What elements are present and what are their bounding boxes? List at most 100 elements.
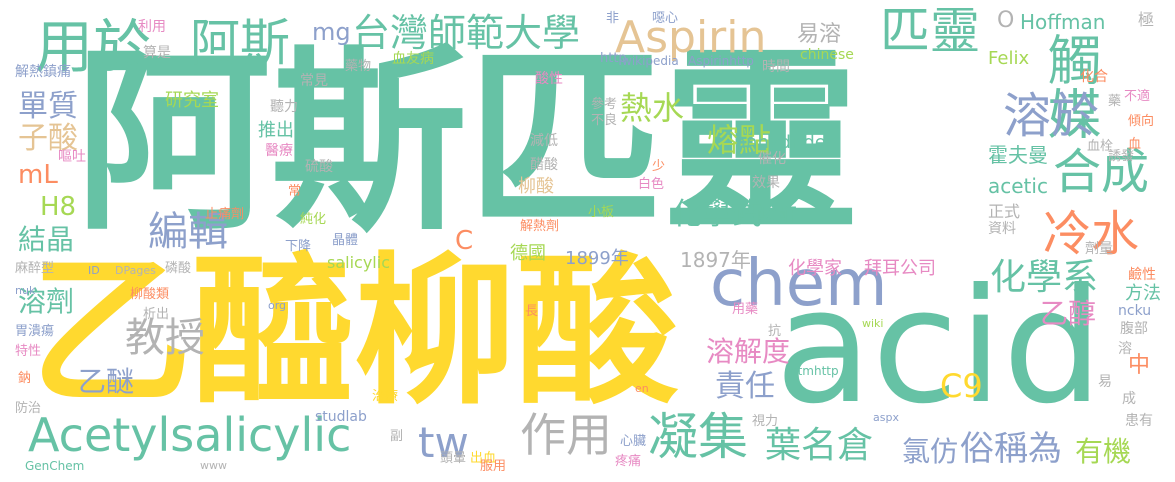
word-antipyretic: 解熱劑 [520, 219, 560, 234]
word-solvent: 溶劑 [18, 285, 75, 318]
word-1897: 1897年 [680, 248, 751, 272]
word-bayer: 拜耳公司 [864, 258, 936, 279]
word-chemistry-dept: 化學系 [990, 257, 1099, 298]
word-easily-soluble: 易溶 [797, 22, 842, 47]
word-prevention: 防治 [15, 401, 42, 416]
word-common: 常見 [300, 73, 328, 89]
word-anti: 抗 [768, 324, 782, 339]
word-chloroform: 氯仿 [902, 435, 959, 468]
word-wikipedia: wikipedia [622, 54, 679, 68]
word-hemophilia: 血友病 [392, 51, 434, 67]
word-tw: tw [418, 418, 469, 467]
word-id: ID [88, 264, 100, 277]
word-reference: 參考 [591, 97, 618, 112]
word-organic: 有機 [1075, 435, 1132, 468]
word-wiki: wiki [862, 317, 884, 330]
word-efficacy: 效果 [752, 175, 780, 191]
word-pain: 疼痛 [615, 454, 642, 469]
word-aspirin-cn: 阿斯匹靈 [75, 29, 860, 257]
word-aspx: aspx [873, 411, 899, 424]
word-shao: 少 [652, 159, 666, 174]
word-aspirinhttp: Aspirinhttp [688, 54, 754, 68]
word-induce: 誘發 [1108, 149, 1135, 164]
word-melting-point: 熔點 [707, 121, 772, 159]
word-synthesis: 合成 [1053, 144, 1150, 200]
word-medical: 醫療 [265, 143, 293, 159]
word-ether: 乙醚 [78, 365, 135, 398]
word-chem: chem [710, 247, 888, 321]
word-piling: 匹靈 [880, 2, 980, 60]
word-reduce: 減低 [530, 133, 558, 149]
word-take: 服用 [480, 459, 507, 474]
word-fei: 非 [606, 11, 620, 26]
word-heart: 心臟 [620, 434, 647, 449]
word-zisuan: 子酸 [18, 121, 78, 156]
word-commonly-called: 俗稱為 [960, 429, 1062, 469]
word-ntnu: 台灣師範大學 [352, 11, 581, 55]
word-ji: 極 [1138, 10, 1155, 29]
word-1899: 1899年 [565, 248, 629, 269]
word-launch: 推出 [258, 120, 294, 141]
word-platelet: 小板 [588, 205, 615, 220]
word-hot-water: 熱水 [620, 89, 685, 127]
word-chang: 常 [288, 184, 302, 199]
word-mg: mg [312, 18, 351, 46]
word-salicylates: 柳酸類 [130, 287, 170, 302]
word-dosage: 劑量 [1085, 241, 1113, 257]
word-agglutination: 凝集 [648, 408, 748, 466]
word-ethanol: 乙醇 [1040, 297, 1097, 330]
word-phosphoric-acid: 磷酸 [165, 261, 192, 276]
word-decline: 下降 [285, 239, 312, 254]
word-org: org [268, 299, 287, 312]
word-chinese: chinese [800, 47, 854, 63]
word-tendency: 傾向 [1128, 114, 1155, 129]
word-adverse: 不良 [591, 113, 618, 128]
word-c9: C9 [940, 367, 983, 405]
word-blood: 血 [1128, 137, 1142, 152]
word-anhydride: anhydride [735, 132, 826, 153]
word-chemical-formula: 化學式 [672, 197, 762, 232]
word-ncku: ncku [1118, 303, 1152, 319]
word-hearing: 聽力 [270, 99, 298, 115]
word-abdomen: 腹部 [1120, 321, 1148, 337]
word-white: 白色 [638, 177, 665, 192]
word-acetic-anhydride: 醋酸酐 [737, 203, 797, 227]
word-rong: 溶 [1118, 341, 1132, 357]
word-catalyst: 觸媒 [1038, 32, 1101, 140]
word-considered: 算是 [143, 45, 171, 61]
word-monomer: 單質 [18, 89, 78, 124]
word-responsibility: 責任 [715, 369, 775, 404]
word-aspirin: Aspirin [615, 12, 767, 63]
word-zhong: 中 [1128, 353, 1151, 378]
word-acidic: 酸性 [535, 71, 563, 87]
word-studlab: studlab [315, 409, 367, 425]
word-cold-water: 冷水 [1043, 206, 1140, 262]
word-sodium: 鈉 [18, 371, 32, 386]
word-professor: 教授 [125, 315, 205, 361]
word-crystal: 結晶 [18, 223, 75, 256]
word-purify: 純化 [300, 212, 327, 227]
word-acetic: acetic [988, 174, 1048, 198]
word-lab: 研究室 [165, 90, 219, 111]
word-crystal-body: 晶體 [332, 233, 359, 248]
word-stomach-ulcer: 胃潰瘍 [15, 324, 55, 339]
word-dpages: DPages [115, 264, 156, 277]
word-characteristic: 特性 [15, 344, 42, 359]
word-patient: 患有 [1125, 413, 1153, 429]
word-acid: acid [775, 255, 1103, 439]
word-antipyretic-analgesic: 解熱鎮痛 [15, 64, 71, 80]
word-ye-mingcang: 葉名倉 [765, 425, 874, 466]
word-formal: 正式 [988, 202, 1021, 221]
word-vision: 視力 [752, 414, 779, 429]
word-dizzy: 頭暈 [440, 451, 467, 466]
word-acetic-acid-cn: 醋酸 [530, 157, 558, 173]
word-salicylic-acid-cn: 柳酸 [518, 176, 554, 197]
word-drug: 藥物 [345, 59, 372, 74]
word-nausea: 噁心 [652, 11, 679, 26]
word-c: C [455, 226, 474, 256]
word-alkaline: 鹼性 [1128, 267, 1156, 283]
word-use: 利用 [138, 19, 166, 35]
word-time: 時間 [762, 59, 790, 75]
word-vomit: 嘔吐 [58, 149, 86, 165]
